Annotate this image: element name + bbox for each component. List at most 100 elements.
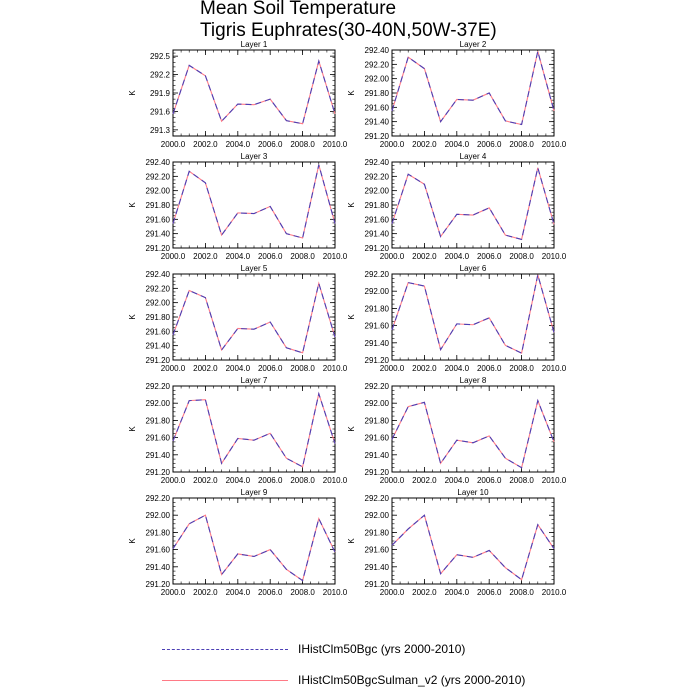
y-tick-label: 292.00: [365, 287, 390, 296]
y-axis-label: K: [128, 426, 137, 432]
chart-panel-10: Layer 10 K 291.20 291.40 291.60 291.80 292.00 2…: [347, 488, 567, 597]
series-line-1: [172, 391, 336, 468]
x-tick-label: 2008.0: [290, 364, 315, 373]
x-tick-label: 2002.0: [412, 364, 437, 373]
panel-title: Layer 8: [460, 376, 487, 385]
y-tick-label: 291.20: [146, 580, 171, 589]
series-line-1: [391, 514, 555, 581]
chart-panel-6: Layer 6 K 291.20 291.40 291.60 291.80 292.00 29…: [347, 264, 567, 373]
x-tick-label: 2000.0: [161, 140, 186, 149]
x-tick-label: 2004.0: [445, 140, 470, 149]
x-tick-label: 2010.0: [542, 252, 567, 261]
panel-title: Layer 4: [460, 152, 487, 161]
y-tick-label: 292.20: [146, 494, 171, 503]
plot-frame: [391, 497, 555, 585]
panel-title: Layer 2: [460, 40, 487, 49]
y-tick-label: 291.40: [146, 451, 171, 460]
x-tick-label: 2010.0: [542, 364, 567, 373]
x-tick-label: 2010.0: [542, 476, 567, 485]
x-tick-label: 2008.0: [509, 252, 534, 261]
x-tick-label: 2008.0: [290, 588, 315, 597]
x-tick-label: 2006.0: [258, 476, 283, 485]
x-tick-label: 2010.0: [323, 476, 348, 485]
plot-frame: [391, 385, 555, 473]
y-tick-label: 291.40: [146, 342, 171, 351]
x-tick-label: 2004.0: [226, 364, 251, 373]
x-tick-label: 2000.0: [380, 364, 405, 373]
y-tick-label: 291.20: [365, 244, 390, 253]
x-tick-label: 2000.0: [161, 252, 186, 261]
y-tick-label: 292.20: [146, 284, 171, 293]
y-tick-label: 291.40: [365, 118, 390, 127]
y-tick-label: 291.80: [146, 201, 171, 210]
y-tick-label: 292.40: [365, 158, 390, 167]
chart-panel-3: Layer 3 K 291.20 291.40 291.60 291.80 292.00 29…: [128, 152, 348, 261]
x-tick-label: 2000.0: [161, 588, 186, 597]
x-tick-label: 2004.0: [226, 476, 251, 485]
y-tick-label: 291.80: [365, 416, 390, 425]
x-tick-label: 2006.0: [258, 364, 283, 373]
y-tick-label: 291.40: [365, 339, 390, 348]
y-tick-label: 291.60: [146, 434, 171, 443]
y-axis-label: K: [347, 314, 356, 320]
y-tick-label: 291.80: [146, 528, 171, 537]
panel-title: Layer 5: [241, 264, 268, 273]
y-tick-label: 292.00: [365, 75, 390, 84]
y-tick-label: 292.00: [146, 399, 171, 408]
panel-title: Layer 1: [241, 40, 268, 49]
x-tick-label: 2000.0: [380, 140, 405, 149]
y-tick-label: 291.20: [146, 244, 171, 253]
x-tick-label: 2004.0: [445, 476, 470, 485]
y-tick-label: 291.20: [365, 132, 390, 141]
y-tick-label: 292.20: [365, 494, 390, 503]
x-tick-label: 2008.0: [509, 364, 534, 373]
chart-panel-5: Layer 5 K 291.20 291.40 291.60 291.80 292.00 29…: [128, 264, 348, 373]
x-tick-label: 2008.0: [509, 476, 534, 485]
y-tick-label: 291.60: [146, 327, 171, 336]
y-tick-label: 292.2: [150, 71, 171, 80]
x-tick-label: 2010.0: [323, 140, 348, 149]
y-tick-label: 291.20: [146, 356, 171, 365]
y-tick-label: 291.80: [365, 89, 390, 98]
series-line-2: [172, 164, 336, 239]
y-axis-label: K: [347, 90, 356, 96]
x-tick-label: 2002.0: [193, 588, 218, 597]
x-tick-label: 2002.0: [412, 588, 437, 597]
page-subtitle: Tigris Euphrates(30-40N,50W-37E): [200, 20, 497, 41]
y-tick-label: 291.60: [365, 215, 390, 224]
y-tick-label: 292.00: [365, 187, 390, 196]
series-line-1: [172, 59, 336, 125]
x-tick-label: 2000.0: [380, 476, 405, 485]
y-tick-label: 291.60: [365, 434, 390, 443]
series-line-1: [391, 167, 555, 241]
series-line-1: [391, 51, 555, 126]
y-tick-label: 291.9: [150, 89, 171, 98]
chart-panel-8: Layer 8 K 291.20 291.40 291.60 291.80 292.00 29…: [347, 376, 567, 485]
y-axis-label: K: [347, 202, 356, 208]
plot-frame: [172, 497, 336, 585]
x-tick-label: 2008.0: [290, 476, 315, 485]
y-tick-label: 292.20: [365, 172, 390, 181]
x-tick-label: 2004.0: [445, 588, 470, 597]
x-tick-label: 2006.0: [477, 140, 502, 149]
chart-panel-9: Layer 9 K 291.20 291.40 291.60 291.80 292.00 29…: [128, 488, 348, 597]
y-tick-label: 291.80: [365, 201, 390, 210]
x-tick-label: 2000.0: [380, 588, 405, 597]
y-tick-label: 292.00: [146, 187, 171, 196]
y-tick-label: 291.20: [365, 468, 390, 477]
chart-panel-2: Layer 2 K 291.20 291.40 291.60 291.80 292.00 29…: [347, 40, 567, 149]
x-tick-label: 2000.0: [161, 476, 186, 485]
y-tick-label: 292.20: [146, 382, 171, 391]
y-axis-label: K: [347, 538, 356, 544]
y-tick-label: 292.00: [365, 511, 390, 520]
x-tick-label: 2008.0: [290, 252, 315, 261]
x-tick-label: 2008.0: [509, 588, 534, 597]
x-tick-label: 2000.0: [380, 252, 405, 261]
x-tick-label: 2006.0: [258, 588, 283, 597]
y-tick-label: 291.40: [365, 451, 390, 460]
series-line-1: [391, 398, 555, 469]
y-axis-label: K: [128, 538, 137, 544]
y-tick-label: 291.20: [365, 580, 390, 589]
x-tick-label: 2006.0: [477, 252, 502, 261]
series-line-2: [391, 274, 555, 354]
